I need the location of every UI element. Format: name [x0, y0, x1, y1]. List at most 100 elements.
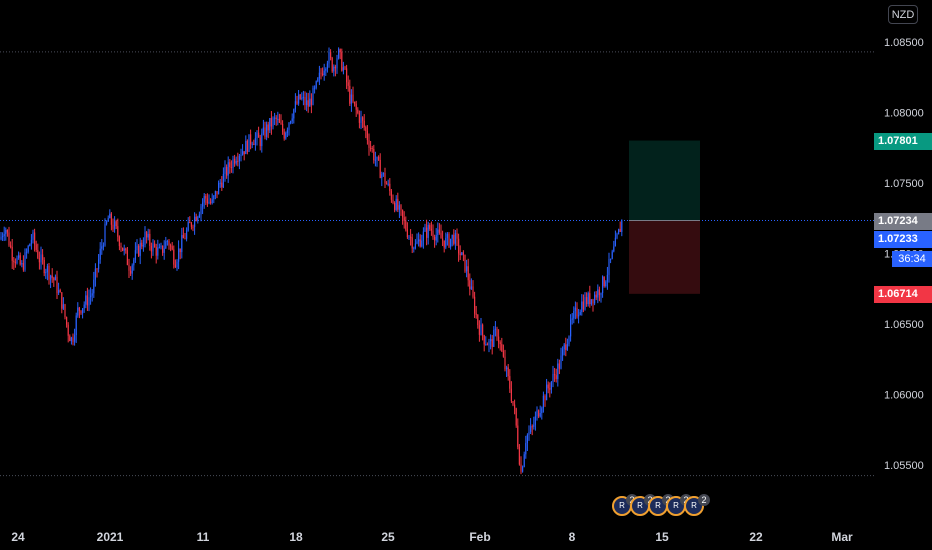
candle-body: [507, 367, 509, 377]
candle-body: [406, 229, 408, 238]
bar-countdown-timer: 36:34: [892, 251, 932, 267]
candle-body: [494, 328, 496, 331]
candle-body: [466, 266, 468, 272]
candle-body: [557, 363, 559, 380]
candle-body: [477, 314, 479, 326]
candle-body: [352, 94, 354, 102]
candle-body: [480, 324, 482, 335]
candle-body: [258, 132, 260, 138]
candle-body: [54, 276, 56, 281]
take-profit-price-tag: 1.07801: [874, 132, 932, 150]
candle-body: [19, 255, 21, 265]
candle-body: [56, 276, 58, 294]
candle-body: [3, 234, 5, 237]
candle-body: [496, 328, 498, 337]
candle-body: [93, 279, 95, 294]
candle-body: [10, 245, 12, 247]
candle-body: [155, 247, 157, 256]
candle-body: [173, 249, 175, 265]
candle-body: [482, 324, 484, 336]
candle-body: [285, 132, 287, 139]
candle-body: [214, 191, 216, 196]
candle-body: [334, 66, 336, 69]
candle-body: [501, 344, 503, 352]
candle-body: [165, 241, 167, 249]
candle-body: [189, 222, 191, 224]
candle-body: [546, 384, 548, 401]
candle-body: [245, 140, 247, 155]
price-tick-label: 1.08000: [884, 108, 924, 120]
candle-body: [72, 337, 74, 342]
candle-body: [534, 416, 536, 425]
candle-body: [459, 253, 461, 256]
candle-body: [360, 117, 362, 123]
candle-body: [382, 172, 384, 175]
candle-body: [283, 131, 285, 139]
candle-body: [475, 313, 477, 315]
candle-body: [114, 221, 116, 230]
candle-body: [53, 277, 55, 281]
candle-body: [555, 375, 557, 380]
candle-body: [451, 234, 453, 239]
candle-body: [250, 134, 252, 145]
candle-body: [613, 246, 615, 252]
candle-body: [590, 299, 592, 305]
candle-body: [432, 230, 434, 237]
candle-body: [566, 344, 568, 350]
candle-body: [202, 202, 204, 207]
candle-body: [222, 173, 224, 188]
event-icon[interactable]: R2: [648, 494, 674, 516]
candle-body: [138, 245, 140, 256]
candle-body: [584, 297, 586, 310]
candle-body: [387, 183, 389, 185]
candle-body: [504, 356, 506, 370]
candle-body: [32, 232, 34, 240]
candle-body: [531, 426, 533, 428]
candle-body: [294, 101, 296, 110]
candle-body: [499, 342, 501, 345]
candle-body: [454, 233, 456, 244]
candle-body: [37, 249, 39, 259]
candle-body: [616, 234, 618, 238]
candle-body: [110, 213, 112, 225]
candle-body: [154, 243, 156, 248]
candle-body: [408, 236, 410, 238]
candle-body: [210, 201, 212, 203]
currency-badge[interactable]: NZD: [888, 5, 918, 24]
candle-body: [502, 351, 504, 357]
candle-body: [40, 254, 42, 263]
event-icon[interactable]: R2: [612, 494, 638, 516]
candle-body: [370, 147, 372, 149]
candle-body: [552, 374, 554, 382]
candle-body: [326, 63, 328, 69]
candle-body: [206, 198, 208, 204]
candle-body: [34, 232, 36, 245]
candle-body: [392, 199, 394, 203]
candle-body: [571, 318, 573, 320]
candle-body: [336, 58, 338, 69]
event-icon[interactable]: R2: [630, 494, 656, 516]
candle-body: [96, 268, 98, 270]
candle-body: [394, 202, 396, 210]
candle-body: [168, 241, 170, 246]
candle-body: [187, 222, 189, 231]
candle-body: [184, 238, 186, 240]
time-axis[interactable]: 24 2021 11 18 25 Feb 8 15 22 Mar: [11, 530, 853, 544]
candle-body: [270, 118, 272, 127]
candle-body: [195, 216, 197, 221]
stop-loss-zone: [629, 220, 700, 294]
candle-body: [568, 336, 570, 345]
candle-body: [547, 384, 549, 389]
candle-body: [238, 156, 240, 162]
candle-body: [179, 248, 181, 253]
event-icon[interactable]: R2: [666, 494, 692, 516]
candle-body: [144, 232, 146, 246]
long-position-tool[interactable]: [629, 140, 700, 294]
candle-body: [411, 237, 413, 249]
candle-body: [413, 247, 415, 249]
candle-body: [50, 275, 52, 280]
candle-body: [570, 319, 572, 337]
candle-body: [221, 182, 223, 188]
